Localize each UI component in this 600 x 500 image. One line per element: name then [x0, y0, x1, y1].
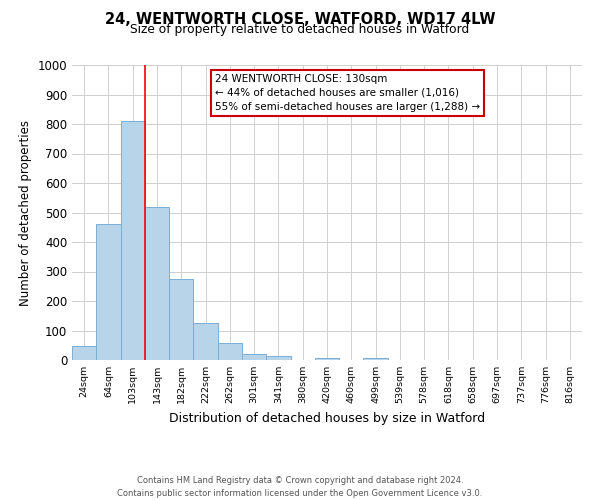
- Text: Size of property relative to detached houses in Watford: Size of property relative to detached ho…: [130, 24, 470, 36]
- X-axis label: Distribution of detached houses by size in Watford: Distribution of detached houses by size …: [169, 412, 485, 424]
- Bar: [169, 279, 193, 360]
- Bar: [96, 224, 121, 360]
- Y-axis label: Number of detached properties: Number of detached properties: [19, 120, 32, 306]
- Text: 24 WENTWORTH CLOSE: 130sqm
← 44% of detached houses are smaller (1,016)
55% of s: 24 WENTWORTH CLOSE: 130sqm ← 44% of deta…: [215, 74, 480, 112]
- Text: Contains HM Land Registry data © Crown copyright and database right 2024.
Contai: Contains HM Land Registry data © Crown c…: [118, 476, 482, 498]
- Bar: [266, 356, 290, 360]
- Bar: [315, 358, 339, 360]
- Bar: [72, 346, 96, 360]
- Bar: [364, 358, 388, 360]
- Bar: [218, 343, 242, 360]
- Bar: [242, 354, 266, 360]
- Text: 24, WENTWORTH CLOSE, WATFORD, WD17 4LW: 24, WENTWORTH CLOSE, WATFORD, WD17 4LW: [105, 12, 495, 28]
- Bar: [193, 323, 218, 360]
- Bar: [145, 206, 169, 360]
- Bar: [121, 121, 145, 360]
